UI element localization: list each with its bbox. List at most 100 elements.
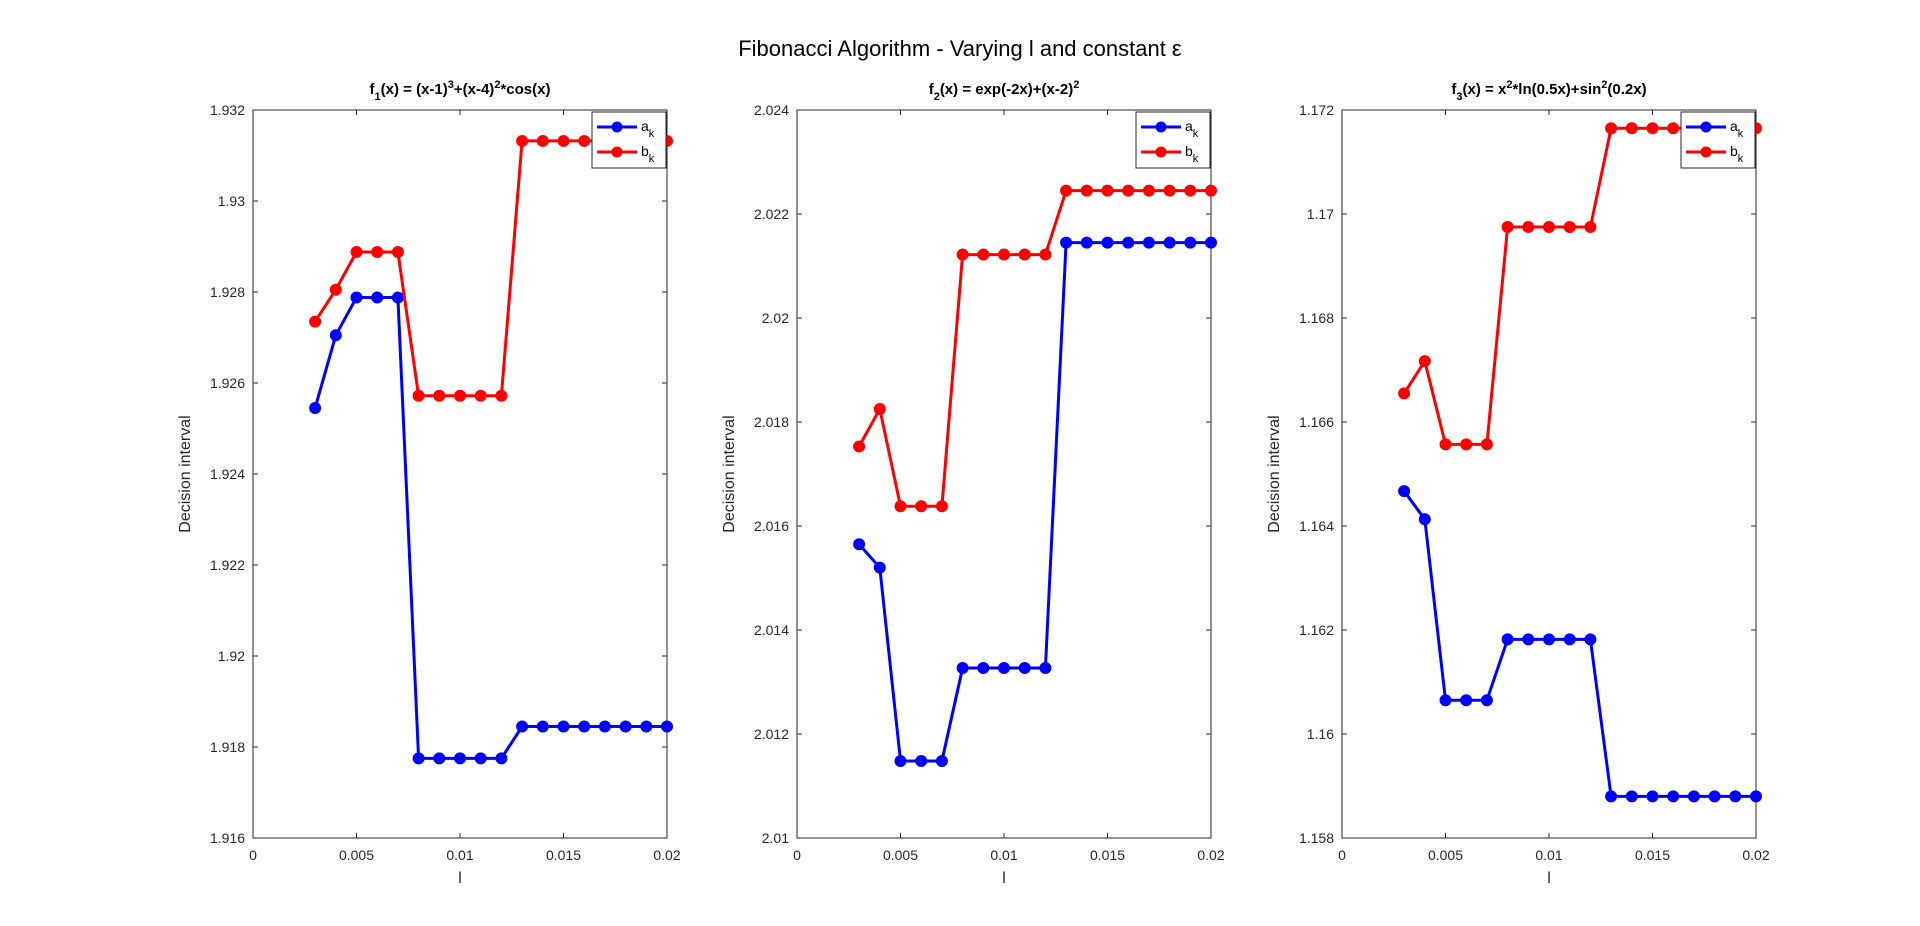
data-point — [391, 291, 404, 304]
y-tick-label: 2.014 — [754, 622, 789, 638]
data-point — [1163, 184, 1176, 197]
data-point — [1101, 184, 1114, 197]
text-span: b — [1730, 143, 1738, 159]
data-point — [1687, 790, 1700, 803]
data-point — [1060, 236, 1073, 249]
data-point — [350, 291, 363, 304]
text-span: 3 — [1456, 91, 1462, 103]
x-axis-label: l — [1547, 870, 1551, 887]
text-span: 2 — [1073, 79, 1079, 91]
chart-panel-3: f3(x) = x2*ln(0.5x)+sin2(0.2x)0 0.005 0.01… — [1266, 79, 1770, 887]
data-point — [1480, 694, 1493, 707]
legend-label-ak: ak — [1185, 118, 1199, 140]
y-tick-label: 1.17 — [1307, 206, 1334, 222]
data-point — [329, 283, 342, 296]
data-point — [853, 538, 866, 551]
y-tick-label: 1.926 — [210, 375, 245, 391]
x-tick-label: 0.02 — [1742, 847, 1769, 863]
series-bk — [853, 184, 1217, 513]
data-point — [1060, 184, 1073, 197]
legend-box — [1680, 111, 1756, 169]
y-tick-label: 2.01 — [762, 830, 789, 846]
y-tick-label: 1.164 — [1299, 518, 1334, 534]
x-axis-label: l — [1002, 870, 1006, 887]
y-tick-label: 1.918 — [210, 739, 245, 755]
text-span: 2 — [934, 91, 940, 103]
data-point — [350, 245, 363, 258]
data-point — [977, 248, 990, 261]
legend-marker-bk — [1155, 146, 1167, 158]
y-tick-label: 1.168 — [1299, 310, 1334, 326]
data-point — [894, 755, 907, 768]
data-point — [1039, 248, 1052, 261]
text-span: b — [641, 143, 649, 159]
text-span: a — [1185, 118, 1193, 134]
data-point — [1122, 184, 1135, 197]
data-point — [956, 248, 969, 261]
legend-marker-bk — [1700, 146, 1712, 158]
data-point — [1439, 694, 1452, 707]
text-span: k — [1738, 153, 1744, 165]
data-point — [1708, 790, 1721, 803]
data-point — [1418, 355, 1431, 368]
x-tick-label: 0 — [793, 847, 801, 863]
data-point — [894, 500, 907, 513]
data-point — [1418, 513, 1431, 526]
y-tick-label: 1.916 — [210, 830, 245, 846]
data-point — [495, 752, 508, 765]
y-axis-label: Decision interval — [721, 415, 738, 532]
text-span: f — [370, 81, 376, 98]
y-tick-label: 1.93 — [218, 193, 245, 209]
y-tick-label: 1.166 — [1299, 414, 1334, 430]
series-ak — [309, 291, 673, 765]
data-point — [433, 752, 446, 765]
data-point — [1163, 236, 1176, 249]
data-point — [1398, 387, 1411, 400]
plot-area — [1341, 109, 1757, 839]
data-point — [1460, 694, 1473, 707]
series-ak — [1398, 485, 1762, 803]
data-point — [578, 720, 591, 733]
data-point — [516, 720, 529, 733]
x-tick-label: 0 — [1338, 847, 1346, 863]
x-tick-label: 0.01 — [446, 847, 473, 863]
data-point — [1398, 485, 1411, 498]
text-span: 2 — [1506, 79, 1512, 91]
text-span: 2 — [494, 79, 500, 91]
data-point — [1605, 790, 1618, 803]
data-point — [578, 134, 591, 147]
data-point — [853, 440, 866, 453]
text-span: (x) = x — [1463, 81, 1507, 98]
data-point — [329, 329, 342, 342]
y-tick-label: 1.928 — [210, 284, 245, 300]
data-point — [1729, 790, 1742, 803]
data-point — [309, 402, 322, 415]
data-point — [557, 134, 570, 147]
legend-label-ak: ak — [641, 118, 655, 140]
x-tick-label: 0.015 — [1090, 847, 1125, 863]
data-point — [557, 720, 570, 733]
data-point — [1646, 122, 1659, 135]
text-span: *ln(0.5x)+sin — [1512, 81, 1601, 98]
data-point — [1501, 633, 1514, 646]
data-point — [998, 661, 1010, 674]
data-point — [536, 720, 549, 733]
x-tick-label: 0.015 — [546, 847, 581, 863]
data-point — [371, 291, 384, 304]
data-point — [1563, 633, 1576, 646]
text-span: f — [929, 81, 935, 98]
text-span: (x) = exp(-2x)+(x-2) — [940, 81, 1073, 98]
y-tick-label: 1.158 — [1299, 830, 1334, 846]
text-span: f — [1451, 81, 1457, 98]
x-tick-label: 0.015 — [1635, 847, 1670, 863]
y-tick-label: 2.02 — [762, 310, 789, 326]
text-span: a — [1730, 118, 1738, 134]
data-point — [412, 752, 425, 765]
text-span: b — [1185, 143, 1193, 159]
x-tick-label: 0.005 — [1428, 847, 1463, 863]
data-point — [1018, 661, 1031, 674]
